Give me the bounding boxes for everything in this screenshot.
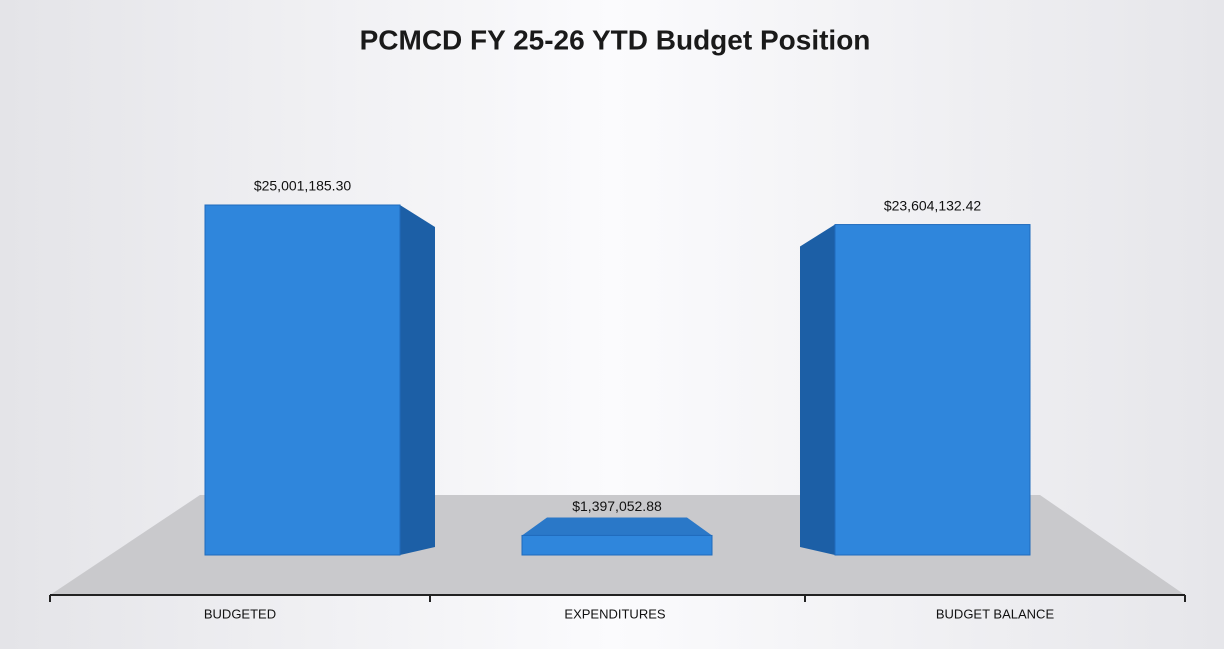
value-label: $1,397,052.88 <box>572 498 662 514</box>
x-tick-label: BUDGET BALANCE <box>936 606 1055 621</box>
bar-side <box>400 205 435 555</box>
bar-side <box>800 224 835 556</box>
bar <box>521 534 713 556</box>
x-tick-label: EXPENDITURES <box>564 606 665 621</box>
bar-top <box>522 517 712 536</box>
chart-title: PCMCD FY 25-26 YTD Budget Position <box>360 24 871 55</box>
x-tick-label: BUDGETED <box>204 606 276 621</box>
value-label: $23,604,132.42 <box>884 197 982 213</box>
value-label: $25,001,185.30 <box>254 178 352 194</box>
bar <box>834 224 1031 556</box>
bar <box>204 204 401 556</box>
